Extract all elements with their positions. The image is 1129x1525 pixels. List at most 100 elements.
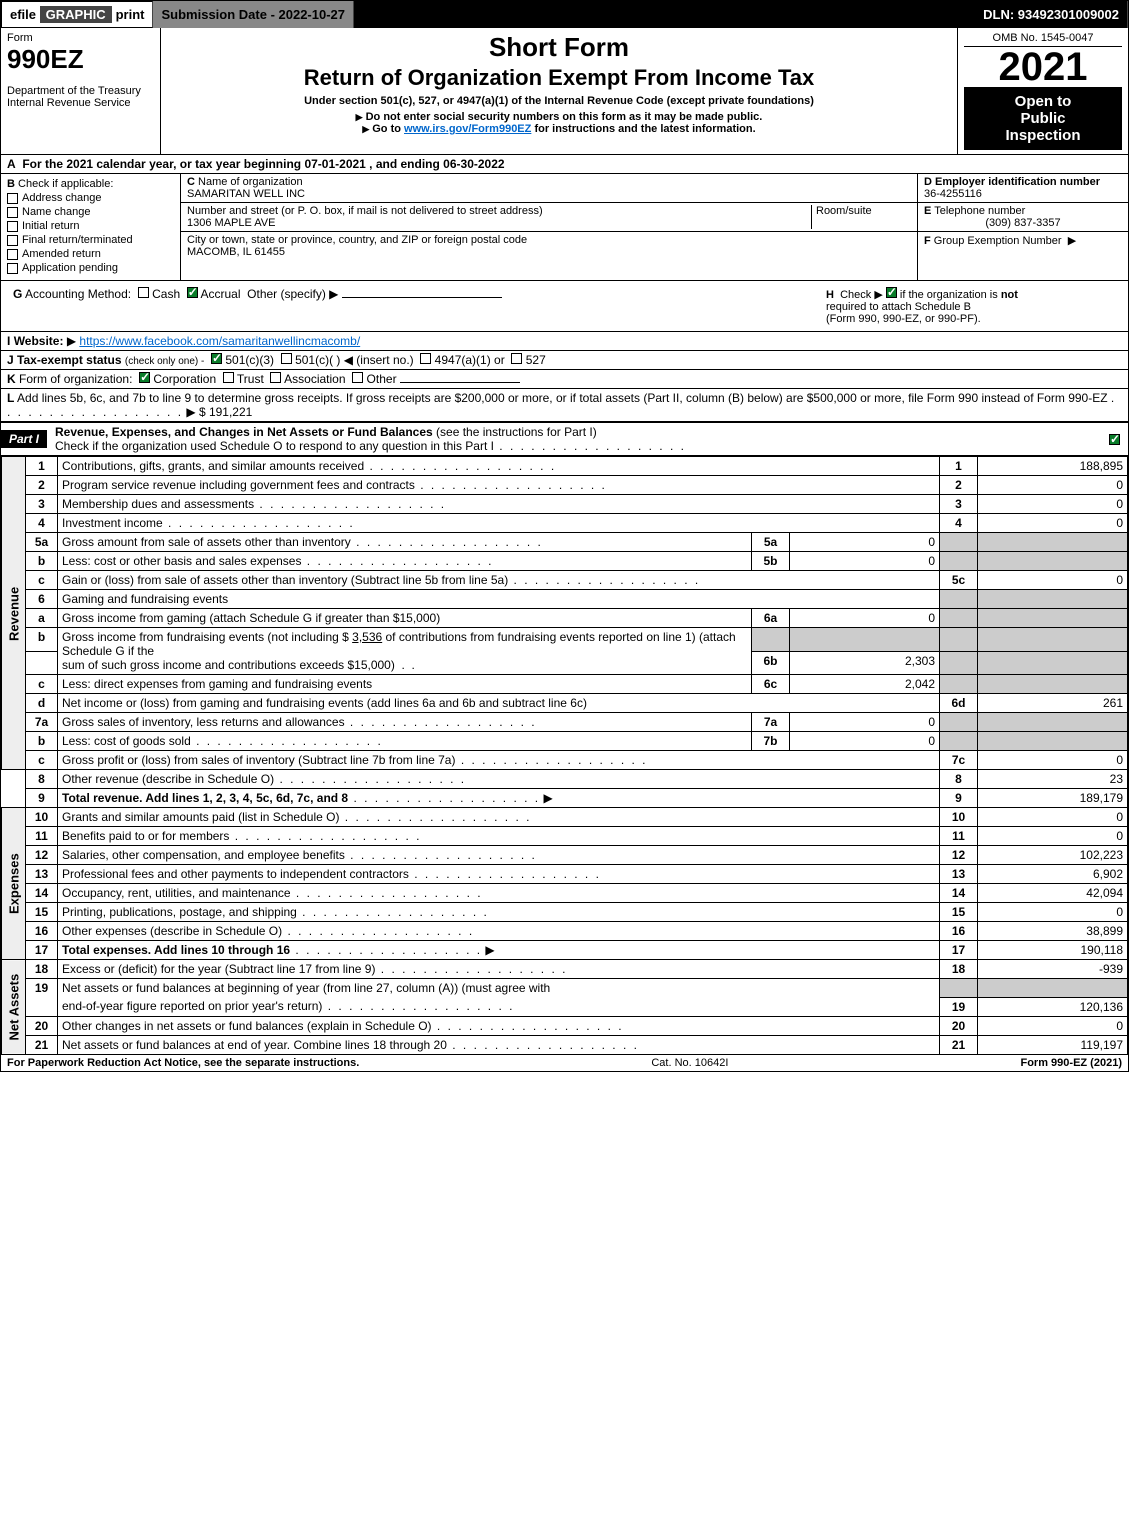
table-row: bLess: cost of goods sold7b0 bbox=[2, 732, 1128, 751]
checkbox-501c[interactable] bbox=[281, 353, 292, 364]
table-row: 17Total expenses. Add lines 10 through 1… bbox=[2, 941, 1128, 960]
checkbox-amended-return[interactable]: Amended return bbox=[7, 248, 174, 260]
table-row: Expenses 10Grants and similar amounts pa… bbox=[2, 808, 1128, 827]
checkbox-icon bbox=[7, 263, 18, 274]
block-c-org-address: C Name of organization SAMARITAN WELL IN… bbox=[181, 174, 918, 280]
accounting-method: G Accounting Method: Cash Accrual Other … bbox=[13, 287, 502, 325]
line-i-website: I Website: ▶ https://www.facebook.com/sa… bbox=[1, 332, 1128, 351]
efile-prefix: efile bbox=[10, 7, 36, 22]
checkbox-application-pending[interactable]: Application pending bbox=[7, 262, 174, 274]
goto-line: Go to www.irs.gov/Form990EZ for instruct… bbox=[167, 123, 951, 135]
checkbox-icon bbox=[7, 235, 18, 246]
ssn-warning: Do not enter social security numbers on … bbox=[167, 111, 951, 123]
org-name: SAMARITAN WELL INC bbox=[187, 188, 305, 200]
catalog-number: Cat. No. 10642I bbox=[651, 1057, 728, 1069]
table-row: 20Other changes in net assets or fund ba… bbox=[2, 1016, 1128, 1035]
checkbox-schedule-o[interactable] bbox=[1109, 434, 1120, 445]
ein-cell: D Employer identification number36-42551… bbox=[918, 174, 1128, 203]
org-city-cell: City or town, state or province, country… bbox=[181, 232, 917, 260]
group-exemption-cell: F Group Exemption Number ▶ bbox=[918, 232, 1128, 249]
short-form-title: Short Form bbox=[167, 32, 951, 63]
checkbox-cash[interactable] bbox=[138, 287, 149, 298]
table-row: 14Occupancy, rent, utilities, and mainte… bbox=[2, 884, 1128, 903]
header-center: Short Form Return of Organization Exempt… bbox=[161, 28, 958, 154]
table-row: 19Net assets or fund balances at beginni… bbox=[2, 979, 1128, 998]
header-left: Form 990EZ Department of the Treasury In… bbox=[1, 28, 161, 154]
form-number: 990EZ bbox=[7, 44, 154, 75]
table-row: dNet income or (loss) from gaming and fu… bbox=[2, 694, 1128, 713]
checkbox-name-change[interactable]: Name change bbox=[7, 206, 174, 218]
checkbox-icon bbox=[7, 221, 18, 232]
efile-badge[interactable]: efile GRAPHIC print bbox=[1, 1, 153, 28]
block-def: D Employer identification number36-42551… bbox=[918, 174, 1128, 280]
part-1-badge: Part I bbox=[1, 430, 47, 448]
checkbox-address-change[interactable]: Address change bbox=[7, 192, 174, 204]
checkbox-icon bbox=[7, 207, 18, 218]
irs-link[interactable]: www.irs.gov/Form990EZ bbox=[404, 123, 531, 135]
table-row: 2Program service revenue including gover… bbox=[2, 476, 1128, 495]
dept-treasury: Department of the Treasury bbox=[7, 85, 154, 97]
table-row: 6Gaming and fundraising events bbox=[2, 590, 1128, 609]
org-name-cell: C Name of organization SAMARITAN WELL IN… bbox=[181, 174, 917, 203]
checkbox-corporation[interactable] bbox=[139, 372, 150, 383]
org-street: 1306 MAPLE AVE bbox=[187, 217, 275, 229]
table-row: 9Total revenue. Add lines 1, 2, 3, 4, 5c… bbox=[2, 789, 1128, 808]
website-link[interactable]: https://www.facebook.com/samaritanwellin… bbox=[79, 334, 360, 348]
table-row: 12Salaries, other compensation, and empl… bbox=[2, 846, 1128, 865]
line-h: H Check ▶ if the organization is not req… bbox=[826, 287, 1116, 325]
table-row: 11Benefits paid to or for members110 bbox=[2, 827, 1128, 846]
form-header: Form 990EZ Department of the Treasury In… bbox=[1, 28, 1128, 155]
line-j-tax-exempt: J Tax-exempt status (check only one) - 5… bbox=[1, 351, 1128, 370]
table-row: cGain or (loss) from sale of assets othe… bbox=[2, 571, 1128, 590]
top-bar: efile GRAPHIC print Submission Date - 20… bbox=[1, 1, 1128, 28]
checkbox-schedule-b[interactable] bbox=[886, 287, 897, 298]
form-label: Form bbox=[7, 32, 154, 44]
line-l-gross-receipts: L Add lines 5b, 6c, and 7b to line 9 to … bbox=[1, 389, 1128, 422]
open-public-inspection: Open to Public Inspection bbox=[964, 87, 1122, 150]
submission-date: Submission Date - 2022-10-27 bbox=[153, 1, 354, 28]
table-row: aGross income from gaming (attach Schedu… bbox=[2, 609, 1128, 628]
checkbox-final-return[interactable]: Final return/terminated bbox=[7, 234, 174, 246]
checkbox-other-org[interactable] bbox=[352, 372, 363, 383]
table-row: 16Other expenses (describe in Schedule O… bbox=[2, 922, 1128, 941]
return-title: Return of Organization Exempt From Incom… bbox=[167, 65, 951, 91]
room-suite-label: Room/suite bbox=[811, 205, 911, 229]
table-row: cGross profit or (loss) from sales of in… bbox=[2, 751, 1128, 770]
table-row: cLess: direct expenses from gaming and f… bbox=[2, 675, 1128, 694]
block-b-checkboxes: B Check if applicable: Address change Na… bbox=[1, 174, 181, 280]
checkbox-association[interactable] bbox=[270, 372, 281, 383]
checkbox-accrual[interactable] bbox=[187, 287, 198, 298]
line-k-form-org: K Form of organization: Corporation Trus… bbox=[1, 370, 1128, 389]
checkbox-527[interactable] bbox=[511, 353, 522, 364]
form-ref: Form 990-EZ (2021) bbox=[1020, 1057, 1122, 1069]
paperwork-notice: For Paperwork Reduction Act Notice, see … bbox=[7, 1057, 359, 1069]
telephone-value: (309) 837-3357 bbox=[924, 217, 1122, 229]
ein-value: 36-4255116 bbox=[924, 188, 982, 200]
table-row: 3Membership dues and assessments30 bbox=[2, 495, 1128, 514]
org-street-cell: Number and street (or P. O. box, if mail… bbox=[181, 203, 917, 232]
revenue-side-label: Revenue bbox=[2, 457, 26, 770]
table-row: 4Investment income40 bbox=[2, 514, 1128, 533]
tax-year: 2021 bbox=[964, 47, 1122, 87]
form-990ez-page: efile GRAPHIC print Submission Date - 20… bbox=[0, 0, 1129, 1072]
financial-table: Revenue 1Contributions, gifts, grants, a… bbox=[1, 456, 1128, 1055]
line-1-amount: 188,895 bbox=[978, 457, 1128, 476]
checkbox-initial-return[interactable]: Initial return bbox=[7, 220, 174, 232]
irs-label: Internal Revenue Service bbox=[7, 97, 154, 109]
checkbox-4947[interactable] bbox=[420, 353, 431, 364]
line-a: A For the 2021 calendar year, or tax yea… bbox=[1, 155, 1128, 174]
print-label[interactable]: print bbox=[116, 7, 145, 22]
dln-number: DLN: 93492301009002 bbox=[975, 1, 1128, 28]
telephone-cell: E Telephone number(309) 837-3357 bbox=[918, 203, 1128, 232]
checkbox-icon bbox=[7, 249, 18, 260]
org-city: MACOMB, IL 61455 bbox=[187, 246, 285, 258]
checkbox-trust[interactable] bbox=[223, 372, 234, 383]
table-row: 5aGross amount from sale of assets other… bbox=[2, 533, 1128, 552]
checkbox-501c3[interactable] bbox=[211, 353, 222, 364]
netassets-side-label: Net Assets bbox=[2, 960, 26, 1055]
table-row: end-of-year figure reported on prior yea… bbox=[2, 997, 1128, 1016]
checkbox-icon bbox=[7, 193, 18, 204]
subtitle: Under section 501(c), 527, or 4947(a)(1)… bbox=[167, 95, 951, 107]
org-info-block: B Check if applicable: Address change Na… bbox=[1, 174, 1128, 280]
line-g-h: G Accounting Method: Cash Accrual Other … bbox=[1, 280, 1128, 332]
